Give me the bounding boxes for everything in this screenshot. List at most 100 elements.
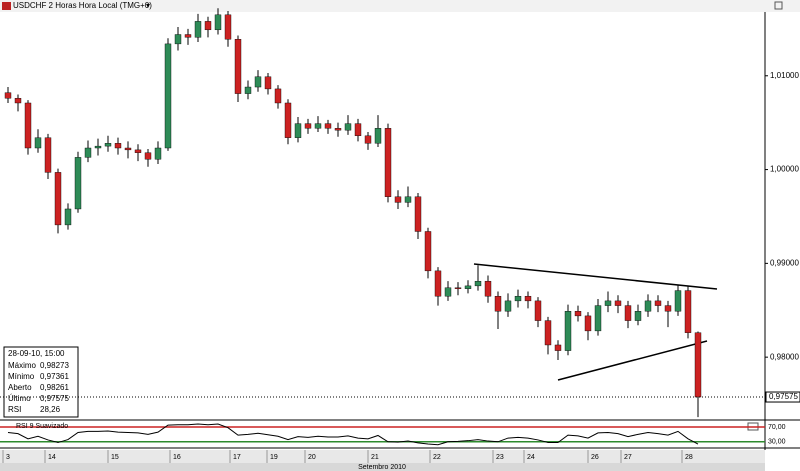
candle-body xyxy=(194,21,202,38)
candle-body xyxy=(614,300,622,306)
candle-body xyxy=(624,305,632,321)
candle-body xyxy=(364,135,372,144)
trendline xyxy=(557,340,708,381)
x-tick-label: 23 xyxy=(496,454,504,461)
candle-body xyxy=(474,280,482,287)
candle-body xyxy=(634,311,642,321)
x-tick-label: 19 xyxy=(270,454,278,461)
symbol-icon[interactable] xyxy=(2,2,11,10)
month-label: Setembro 2010 xyxy=(358,464,406,471)
y-tick-label: 1,01000 xyxy=(770,71,799,80)
candle-body xyxy=(684,290,692,333)
candle-body xyxy=(104,143,112,147)
info-value: 0,98261 xyxy=(40,383,69,392)
header-bar xyxy=(0,0,800,12)
info-date: 28-09-10, 15:00 xyxy=(8,349,65,358)
candle-body xyxy=(144,152,152,160)
candle-body xyxy=(294,123,302,138)
candle-body xyxy=(274,88,282,104)
candle-body xyxy=(604,300,612,306)
candle-body xyxy=(354,123,362,137)
info-value: 0,97361 xyxy=(40,372,69,381)
candle-body xyxy=(214,14,222,31)
candle-body xyxy=(34,137,42,149)
candle-body xyxy=(544,320,552,346)
x-tick-label: 15 xyxy=(111,454,119,461)
candle-body xyxy=(464,285,472,289)
candle-body xyxy=(394,196,402,203)
candle-body xyxy=(564,311,572,351)
candle-body xyxy=(164,43,172,149)
candle-body xyxy=(244,86,252,94)
x-tick-label: 27 xyxy=(624,454,632,461)
chart-title: USDCHF 2 Horas Hora Local (TMG+0) xyxy=(13,1,152,10)
candle-body xyxy=(114,143,122,149)
maximize-button[interactable] xyxy=(774,1,783,10)
info-label: RSI xyxy=(8,405,21,414)
candle-body xyxy=(554,344,562,351)
candle-body xyxy=(664,305,672,312)
candle-body xyxy=(574,311,582,317)
candle-body xyxy=(174,34,182,45)
y-tick-label: 70,00 xyxy=(768,424,786,431)
candle-body xyxy=(674,290,682,312)
x-tick-label: 16 xyxy=(173,454,181,461)
candle-body xyxy=(44,137,52,173)
candle-body xyxy=(14,98,22,104)
rsi-title: RSI 9 Suavizado xyxy=(16,423,68,430)
candle-body xyxy=(524,295,532,302)
y-tick-label: 0,99000 xyxy=(770,258,799,267)
rsi-line xyxy=(7,423,699,446)
candle-body xyxy=(584,315,592,332)
x-tick-label: 24 xyxy=(527,454,535,461)
candle-body xyxy=(484,280,492,297)
trendline xyxy=(473,263,718,290)
candle-body xyxy=(414,196,422,232)
candle-body xyxy=(74,157,82,210)
x-tick-label: 28 xyxy=(685,454,693,461)
candle-body xyxy=(204,21,212,31)
candle-body xyxy=(424,231,432,272)
y-tick-label: 30,00 xyxy=(768,439,786,446)
info-label: Aberto xyxy=(8,383,32,392)
candle-body xyxy=(384,128,392,197)
candle-body xyxy=(234,39,242,94)
candle-body xyxy=(434,270,442,297)
info-label: Último xyxy=(8,394,31,403)
x-tick-label: 20 xyxy=(308,454,316,461)
x-tick-label: 17 xyxy=(233,454,241,461)
info-value: 28,26 xyxy=(40,405,61,414)
month-axis-bar xyxy=(0,463,765,471)
dropdown-arrow[interactable]: ▾ xyxy=(146,1,150,10)
info-box xyxy=(3,346,79,418)
date-axis-bar xyxy=(0,450,765,463)
candle-body xyxy=(134,149,142,153)
y-tick-label: 1,00000 xyxy=(770,165,799,174)
last-price-label: 0,97575 xyxy=(769,392,798,401)
candle-body xyxy=(374,128,382,144)
last-price-box xyxy=(765,391,800,403)
candle-body xyxy=(64,208,72,226)
candle-body xyxy=(494,295,502,312)
x-tick-label: 14 xyxy=(48,454,56,461)
candle-body xyxy=(694,332,702,398)
candle-body xyxy=(534,300,542,321)
candle-body xyxy=(644,300,652,312)
x-tick-label: 22 xyxy=(433,454,441,461)
candle-body xyxy=(514,295,522,302)
info-label: Máximo xyxy=(8,361,37,370)
candle-body xyxy=(594,305,602,332)
candle-body xyxy=(154,147,162,160)
info-label: Mínimo xyxy=(8,372,35,381)
candle-body xyxy=(324,123,332,129)
candle-body xyxy=(224,14,232,40)
candle-body xyxy=(24,102,32,149)
candle-body xyxy=(184,34,192,38)
candle-body xyxy=(304,123,312,129)
x-tick-label: 26 xyxy=(591,454,599,461)
y-tick-label: 0,98000 xyxy=(770,352,799,361)
candle-body xyxy=(84,147,92,158)
candle-body xyxy=(504,300,512,312)
candle-body xyxy=(254,76,262,88)
